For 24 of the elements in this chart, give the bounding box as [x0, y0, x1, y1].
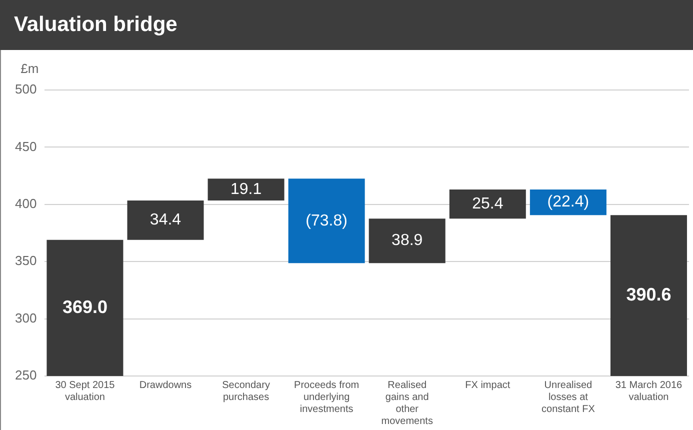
y-tick-label: 250 [14, 368, 37, 383]
y-tick-label: 500 [14, 82, 37, 97]
data-label: 38.9 [392, 232, 423, 250]
x-tick-label: 30 Sept 2015 valuation [55, 380, 116, 403]
y-axis-title: £m [20, 61, 39, 76]
data-label: 34.4 [150, 212, 182, 229]
x-tick-label: Unrealised losses at constant FX [542, 380, 596, 415]
data-label: 19.1 [230, 180, 262, 198]
y-tick-label: 450 [14, 138, 37, 154]
data-label: 390.6 [626, 284, 672, 305]
y-tick-label: 400 [14, 196, 37, 211]
x-tick-label: 31 March 2016 valuation [615, 380, 683, 403]
chart-title: Valuation bridge [0, 0, 693, 50]
data-label: (73.8) [306, 212, 348, 230]
y-tick-label: 350 [14, 253, 37, 268]
x-tick-label: Realised gains and other movements [381, 380, 433, 427]
x-tick-label: Secondary purchases [222, 380, 270, 403]
x-tick-label: Proceeds from underlying investments [294, 380, 360, 415]
x-tick-label: FX impact [465, 380, 510, 391]
data-label: 25.4 [472, 195, 504, 212]
y-tick-label: 300 [14, 310, 37, 326]
x-tick-label: Drawdowns [139, 380, 192, 391]
data-label: 369.0 [62, 296, 108, 317]
data-label: (22.4) [547, 194, 590, 211]
